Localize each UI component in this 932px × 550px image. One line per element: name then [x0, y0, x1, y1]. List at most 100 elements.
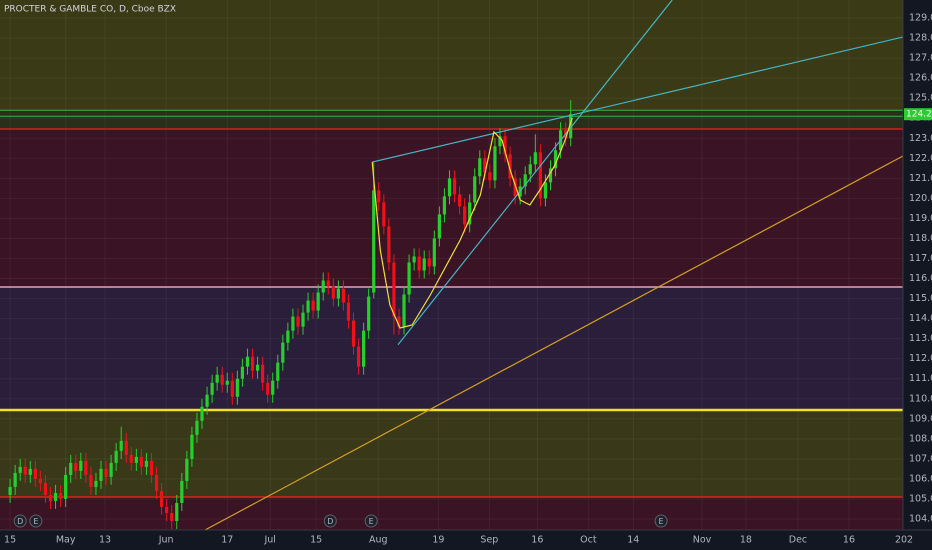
candle-body: [74, 462, 78, 471]
candle-body: [245, 356, 250, 367]
candle-body: [362, 330, 366, 367]
x-tick-label: Jun: [158, 535, 174, 546]
candle-body: [225, 380, 229, 385]
candle-body: [255, 364, 260, 371]
event-marker: [13, 514, 27, 528]
candle-body: [84, 460, 88, 475]
candle-body: [286, 330, 290, 343]
y-tick-label: 109.00: [909, 413, 932, 424]
candle-body: [33, 468, 37, 479]
y-tick-label: 119.00: [909, 213, 932, 224]
y-tick-label: 104.00: [909, 513, 932, 524]
candle-body: [291, 316, 295, 331]
candle-body: [553, 150, 558, 169]
candle-body: [372, 190, 376, 293]
candle-body: [281, 342, 285, 363]
candle-body: [528, 164, 532, 175]
candle-body: [468, 202, 472, 225]
candle-body: [149, 460, 154, 475]
zone: [0, 110, 903, 130]
candle-body: [99, 468, 103, 481]
trendline: [371, 117, 573, 329]
candle-body: [326, 280, 330, 287]
zone: [0, 0, 903, 111]
candle-body: [538, 152, 542, 199]
candle-body: [442, 196, 447, 215]
y-tick-label: 112.00: [909, 353, 932, 364]
candle-body: [18, 466, 22, 473]
x-tick-label: 17: [221, 535, 233, 546]
event-marker: [654, 514, 668, 528]
x-tick-label: Nov: [693, 535, 712, 546]
candle-body: [200, 406, 204, 421]
candle-body: [43, 482, 48, 495]
candle-body: [230, 380, 234, 397]
candle-body: [180, 480, 184, 503]
x-tick-label: Dec: [789, 535, 807, 546]
x-tick-label: 18: [740, 535, 752, 546]
y-tick-label: 120.00: [909, 193, 932, 204]
y-tick-label: 108.00: [909, 433, 932, 444]
candle-body: [533, 152, 537, 165]
candle-body: [28, 468, 32, 475]
candle-body: [195, 420, 199, 435]
candle-body: [311, 300, 315, 311]
candle-body: [38, 478, 43, 483]
candle-body: [473, 176, 477, 203]
price-axis-bg: [903, 0, 932, 550]
zone: [0, 129, 903, 287]
x-tick-label: May: [56, 535, 76, 546]
candle-body: [139, 456, 144, 467]
event-label: E: [33, 517, 38, 526]
candle-body: [457, 194, 462, 207]
last-price-tag: [904, 108, 932, 121]
candle-body: [271, 380, 275, 395]
x-tick-label: Jul: [263, 535, 275, 546]
y-tick-label: 116.00: [909, 273, 932, 284]
event-label: D: [17, 517, 23, 526]
candle-body: [422, 258, 426, 271]
candle-body: [452, 178, 457, 195]
candle-body: [493, 146, 497, 181]
candle-body: [351, 320, 356, 347]
y-tick-label: 122.00: [909, 153, 932, 164]
x-tick-label: 16: [531, 535, 543, 546]
candle-body: [23, 466, 27, 475]
candle-body: [134, 456, 138, 463]
y-tick-label: 123.00: [909, 133, 932, 144]
candle-body: [94, 480, 98, 487]
y-tick-label: 125.00: [909, 93, 932, 104]
candle-body: [498, 136, 502, 147]
candle-body: [447, 178, 452, 197]
candle-body: [185, 458, 189, 481]
candle-body: [104, 468, 108, 477]
candle-body: [356, 346, 361, 367]
x-tick-label: 19: [432, 535, 444, 546]
y-tick-label: 126.00: [909, 73, 932, 84]
x-tick-label: Aug: [369, 535, 388, 546]
candle-body: [160, 490, 164, 507]
candle-body: [331, 286, 335, 299]
candle-body: [220, 374, 224, 385]
candle-body: [109, 462, 113, 477]
candle-body: [402, 294, 406, 327]
candle-body: [53, 492, 58, 501]
candle-body: [503, 136, 507, 155]
time-axis-bg: [0, 530, 932, 550]
candle-body: [296, 316, 300, 327]
candle-body: [387, 226, 391, 263]
x-tick-label: 15: [310, 535, 322, 546]
candle-body: [513, 178, 517, 197]
x-tick-label: 13: [99, 535, 111, 546]
candle-body: [59, 492, 63, 499]
y-tick-label: 128.00: [909, 33, 932, 44]
x-tick-label: Oct: [580, 535, 597, 546]
trendline: [397, 0, 673, 346]
candle-body: [79, 460, 83, 471]
candle-body: [523, 174, 527, 187]
x-tick-label: 202: [895, 535, 913, 546]
candle-body: [341, 288, 346, 303]
candle-body: [175, 502, 179, 521]
candle-body: [407, 262, 411, 295]
candle-body: [427, 258, 431, 267]
